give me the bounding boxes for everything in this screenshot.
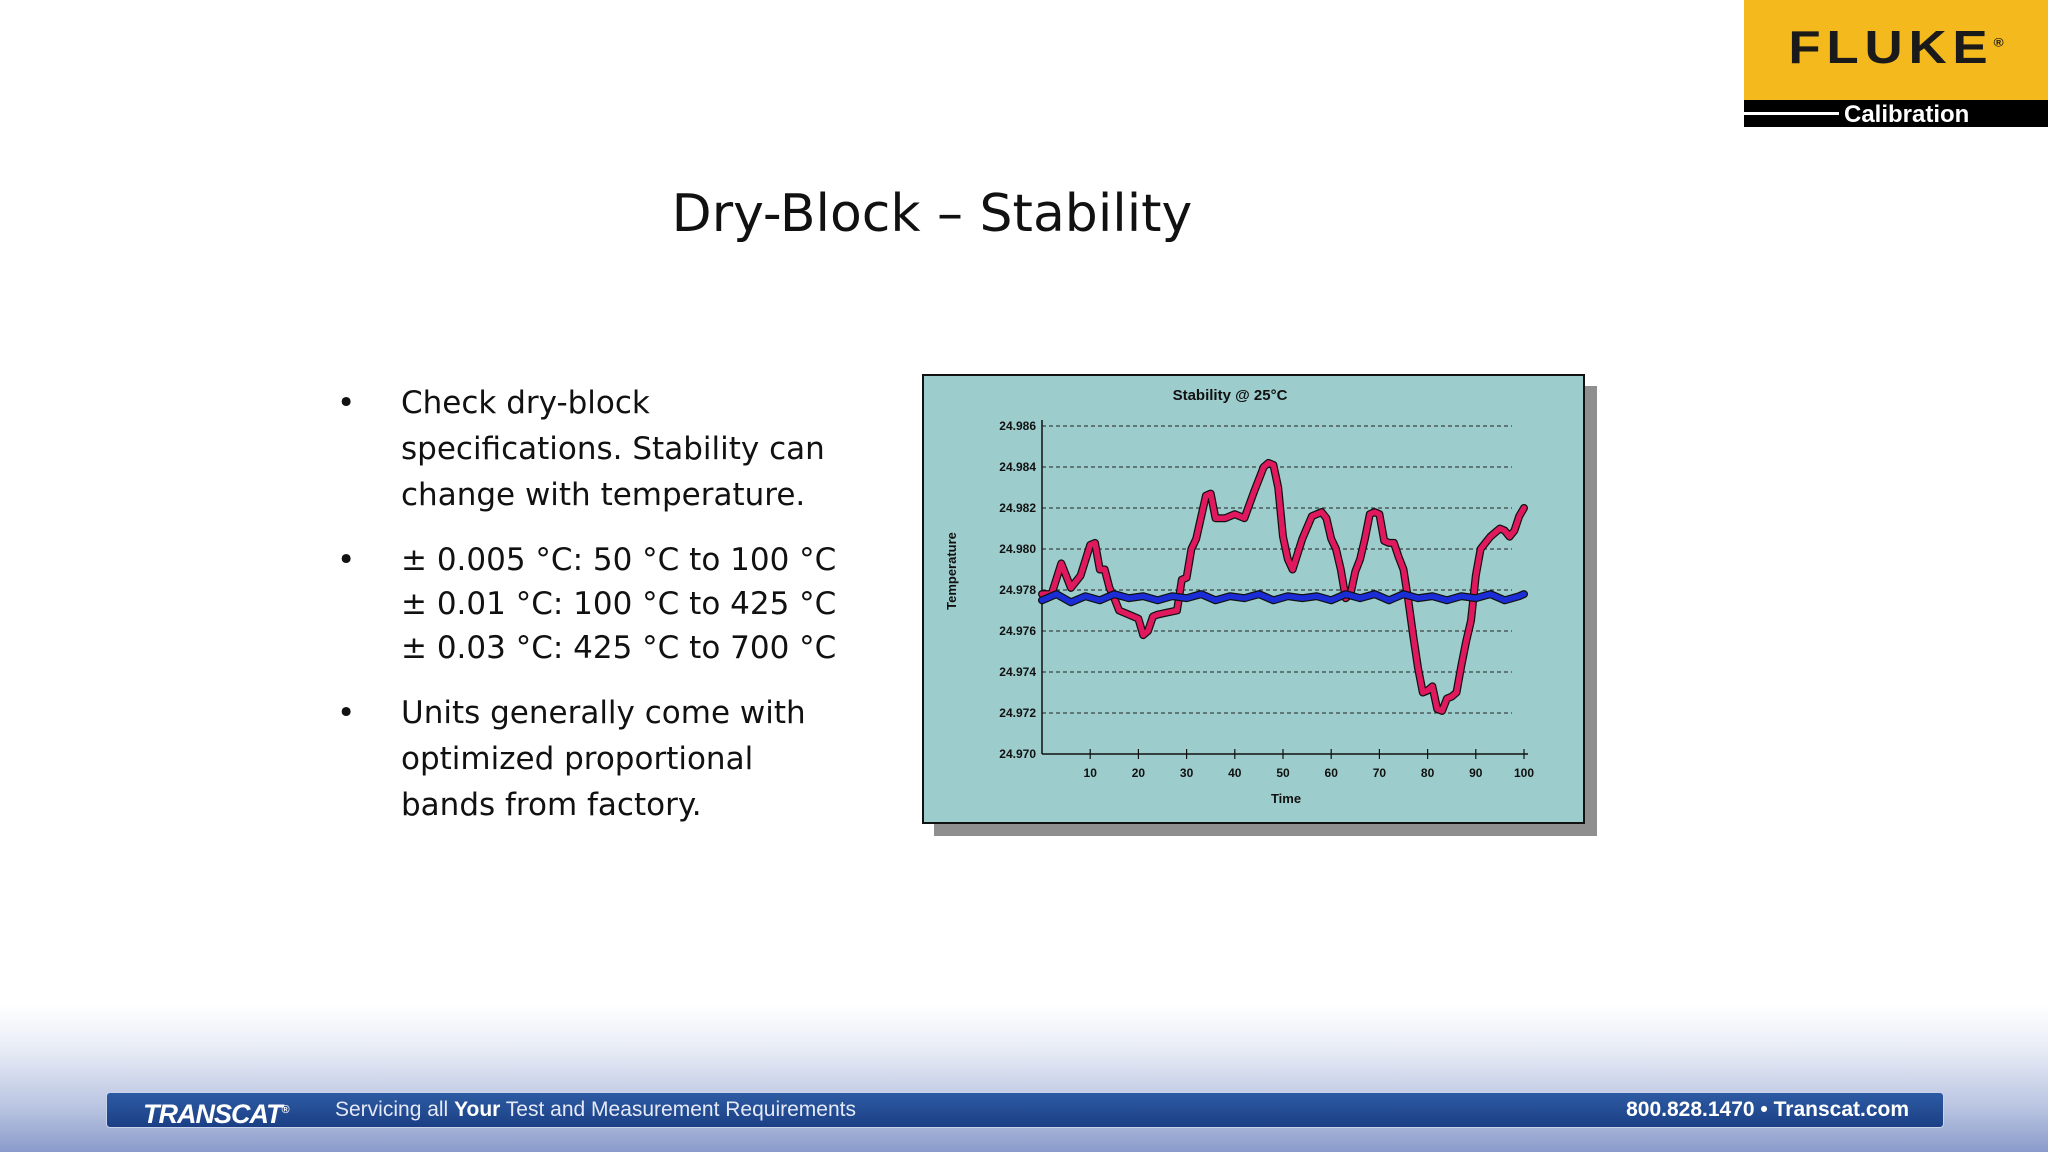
x-tick-label: 90 xyxy=(1469,766,1483,780)
chart-title: Stability @ 25°C xyxy=(1173,387,1288,404)
bullet-text-line: ± 0.03 °C: 425 °C to 700 °C xyxy=(401,630,837,666)
x-tick-label: 100 xyxy=(1514,766,1534,780)
bullet-text: Units generally come with optimized prop… xyxy=(401,695,806,823)
bullet-text-line: ± 0.005 °C: 50 °C to 100 °C xyxy=(401,542,837,578)
bullet-dot: • xyxy=(337,385,356,421)
y-tick-label: 24.972 xyxy=(999,706,1036,720)
x-tick-label: 30 xyxy=(1180,766,1194,780)
footer-contact[interactable]: 800.828.1470 • Transcat.com xyxy=(1626,1098,1909,1121)
y-tick-label: 24.970 xyxy=(999,747,1036,761)
chart-series xyxy=(1038,458,1528,715)
transcat-logo: TRANSCAT® xyxy=(143,1099,290,1129)
slide-title: Dry-Block – Stability xyxy=(671,184,1193,244)
y-tick-label: 24.978 xyxy=(999,583,1036,597)
logo-band-line xyxy=(1744,112,1839,115)
series-0-outline xyxy=(1038,458,1528,715)
bullet-item: • Units generally come with optimized pr… xyxy=(337,690,857,828)
chart-panel: 24.986 24.984 24.982 24.980 24.978 24.976 24.9… xyxy=(922,374,1585,824)
x-tick-label: 10 xyxy=(1084,766,1098,780)
x-tick-label: 20 xyxy=(1132,766,1146,780)
series-1-line xyxy=(1039,591,1527,606)
x-tick-label: 50 xyxy=(1276,766,1290,780)
bullet-dot: • xyxy=(337,542,356,578)
series-0-line xyxy=(1039,460,1527,714)
footer-tagline: Servicing all Your Test and Measurement … xyxy=(335,1098,856,1121)
chart-x-axis-label: Time xyxy=(1271,791,1301,806)
y-tick-label: 24.982 xyxy=(999,501,1036,515)
footer-bar: TRANSCAT® Servicing all Your Test and Me… xyxy=(106,1092,1944,1129)
logo-sub: Calibration xyxy=(1844,101,1970,127)
y-tick-label: 24.974 xyxy=(999,665,1036,679)
y-tick-label: 24.984 xyxy=(999,460,1036,474)
y-tick-label: 24.980 xyxy=(999,542,1036,556)
logo-registered-mark: ® xyxy=(1993,35,2004,50)
bullet-text: Check dry-block specifications. Stabilit… xyxy=(401,385,825,513)
footer-background xyxy=(0,1005,2048,1152)
brand-registered-mark: ® xyxy=(281,1104,289,1116)
bullet-dot: • xyxy=(337,695,356,731)
y-tick-label: 24.986 xyxy=(999,419,1036,433)
x-tick-label: 80 xyxy=(1421,766,1435,780)
bullet-item: • Check dry-block specifications. Stabil… xyxy=(337,380,857,518)
bullet-list: • Check dry-block specifications. Stabil… xyxy=(337,380,857,848)
chart-y-axis-label: Temperature xyxy=(944,532,959,610)
x-tick-label: 40 xyxy=(1228,766,1242,780)
stability-chart: 24.986 24.984 24.982 24.980 24.978 24.976 24.9… xyxy=(944,387,1534,806)
logo-band: Calibration xyxy=(1744,100,2048,127)
x-tick-label: 60 xyxy=(1325,766,1339,780)
bullet-item: • ± 0.005 °C: 50 °C to 100 °C ± 0.01 °C:… xyxy=(337,538,857,670)
x-tick-label: 70 xyxy=(1373,766,1387,780)
y-tick-label: 24.976 xyxy=(999,624,1036,638)
chart-axes: 24.986 24.984 24.982 24.980 24.978 24.976 24.9… xyxy=(999,419,1534,780)
bullet-text-line: ± 0.01 °C: 100 °C to 425 °C xyxy=(401,586,837,622)
logo-brand: FLUKE® xyxy=(1788,21,2004,73)
fluke-calibration-logo: FLUKE® Calibration xyxy=(1744,0,2048,127)
